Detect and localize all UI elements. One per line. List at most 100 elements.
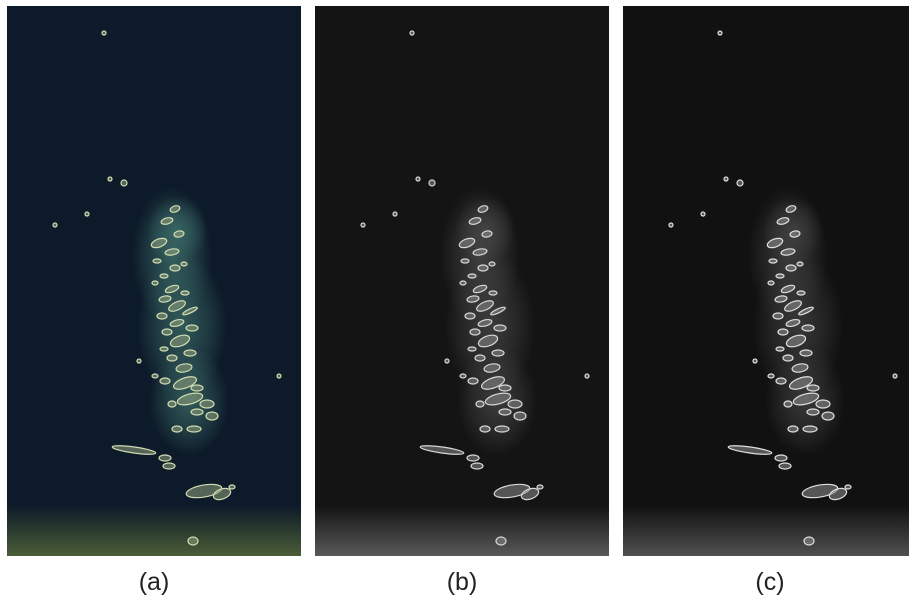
island xyxy=(152,258,162,264)
island xyxy=(792,392,820,406)
island xyxy=(789,230,801,238)
atoll-image-a xyxy=(7,6,301,556)
island xyxy=(700,211,706,217)
island xyxy=(169,205,181,213)
island xyxy=(409,30,415,36)
island xyxy=(84,211,90,217)
island xyxy=(796,290,806,296)
island xyxy=(466,454,480,462)
atoll-image-b xyxy=(315,6,609,556)
island xyxy=(151,280,159,286)
island xyxy=(468,217,482,225)
bottom-haze xyxy=(623,506,909,556)
satellite-image-panel-a xyxy=(7,6,301,556)
island xyxy=(785,318,801,328)
island xyxy=(156,312,168,320)
island xyxy=(460,258,470,264)
island xyxy=(164,248,180,256)
island xyxy=(472,248,488,256)
island xyxy=(785,264,797,272)
island xyxy=(584,373,590,379)
island xyxy=(186,425,202,433)
island xyxy=(483,363,501,373)
island xyxy=(360,222,366,228)
island xyxy=(169,264,181,272)
island xyxy=(475,400,485,408)
island xyxy=(668,222,674,228)
island xyxy=(785,205,797,213)
island xyxy=(180,290,190,296)
island xyxy=(513,411,527,421)
island xyxy=(821,411,835,421)
island xyxy=(467,273,477,279)
island xyxy=(172,376,198,390)
island xyxy=(476,300,494,312)
island xyxy=(459,373,467,379)
island xyxy=(772,312,784,320)
island xyxy=(276,373,282,379)
island xyxy=(828,487,848,501)
island xyxy=(136,358,142,364)
island xyxy=(798,306,814,316)
island xyxy=(788,376,814,390)
island xyxy=(784,300,802,312)
island xyxy=(803,536,815,546)
island xyxy=(493,483,531,499)
island xyxy=(159,377,171,385)
island xyxy=(205,411,219,421)
island xyxy=(190,384,204,392)
island xyxy=(799,349,813,357)
island xyxy=(780,248,796,256)
island xyxy=(182,306,198,316)
island xyxy=(199,399,215,409)
island xyxy=(783,400,793,408)
atoll-image-c xyxy=(623,6,909,556)
island xyxy=(228,484,236,490)
island xyxy=(785,334,807,348)
island xyxy=(768,258,778,264)
island xyxy=(175,363,193,373)
island xyxy=(791,363,809,373)
island xyxy=(495,536,507,546)
island xyxy=(171,425,183,433)
island xyxy=(474,354,486,362)
island xyxy=(469,328,481,336)
island xyxy=(796,261,804,267)
island xyxy=(802,425,818,433)
island xyxy=(415,176,421,182)
island xyxy=(774,454,788,462)
island xyxy=(212,487,232,501)
island xyxy=(111,445,157,455)
island xyxy=(844,484,852,490)
island xyxy=(392,211,398,217)
island xyxy=(185,483,223,499)
island xyxy=(458,237,476,249)
island xyxy=(173,230,185,238)
island xyxy=(892,373,898,379)
island xyxy=(479,425,491,433)
island xyxy=(775,346,785,352)
island xyxy=(767,280,775,286)
island xyxy=(467,377,479,385)
island xyxy=(806,384,820,392)
island xyxy=(180,261,188,267)
island xyxy=(777,328,789,336)
island xyxy=(520,487,540,501)
island xyxy=(169,334,191,348)
island xyxy=(536,484,544,490)
island xyxy=(159,346,169,352)
island xyxy=(185,324,199,332)
island xyxy=(467,346,477,352)
satellite-image-panel-c xyxy=(623,6,909,556)
island xyxy=(166,354,178,362)
caption-panel-b: (b) xyxy=(446,568,478,596)
island xyxy=(459,280,467,286)
island xyxy=(736,179,744,187)
island xyxy=(775,273,785,279)
island xyxy=(169,318,185,328)
island xyxy=(161,328,173,336)
island xyxy=(477,205,489,213)
island xyxy=(507,399,523,409)
island xyxy=(767,373,775,379)
island xyxy=(498,384,512,392)
